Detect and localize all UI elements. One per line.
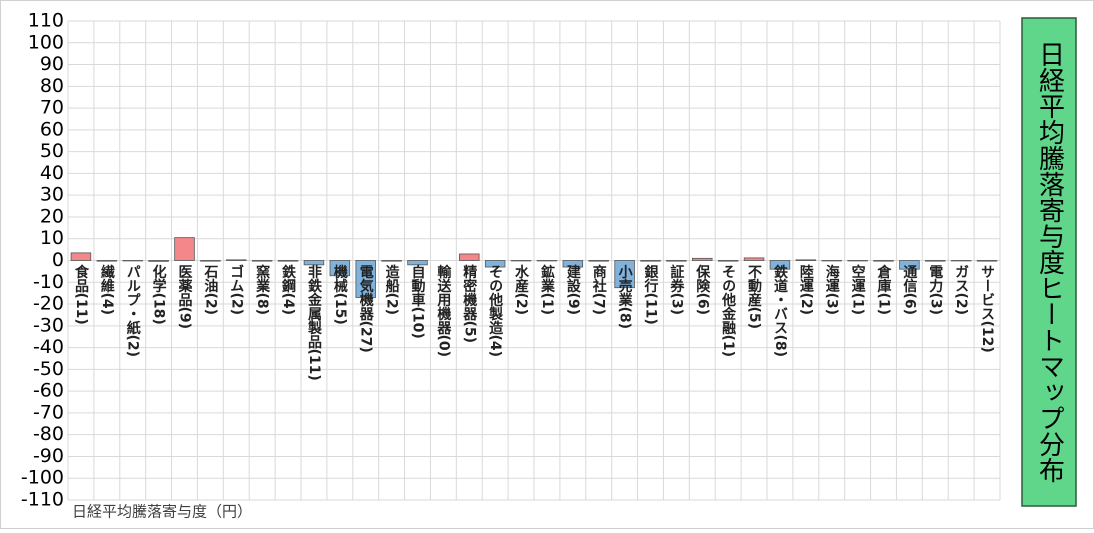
y-tick-label: 80	[40, 75, 64, 97]
y-tick-label: -30	[33, 314, 64, 336]
bar	[874, 261, 894, 262]
bar	[226, 260, 246, 261]
x-tick-label: 空運(1)	[850, 264, 866, 315]
bar	[382, 261, 402, 262]
bar	[641, 261, 661, 262]
y-tick-label: 10	[40, 227, 64, 249]
x-tick-label: 輸送用機器(0)	[435, 264, 452, 357]
y-tick-label: 70	[40, 97, 64, 119]
y-tick-label: 40	[40, 162, 64, 184]
x-tick-label: ガス(2)	[953, 265, 969, 316]
x-tick-label: その他金融(1)	[720, 265, 737, 358]
y-tick-label: -60	[33, 380, 64, 402]
bar	[71, 253, 91, 261]
x-tick-label: サービス(12)	[979, 265, 995, 353]
bar	[201, 261, 221, 262]
y-tick-label: 20	[40, 205, 64, 227]
bar	[796, 260, 816, 261]
x-tick-label: 鉄鋼(4)	[280, 264, 297, 315]
x-tick-label: 不動産(5)	[746, 265, 762, 330]
x-tick-label: パルプ・紙(2)	[125, 265, 141, 358]
x-tick-label: その他製造(4)	[487, 265, 504, 358]
x-tick-label: 化学(18)	[151, 264, 167, 325]
y-tick-label: -70	[33, 401, 64, 423]
x-tick-label: 建設(9)	[565, 264, 581, 315]
x-tick-label: 商社(7)	[591, 264, 608, 315]
y-tick-label: 0	[52, 249, 64, 271]
x-tick-label: 窯業(8)	[254, 264, 271, 315]
x-tick-label: 鉱業(1)	[539, 264, 556, 315]
y-tick-label: -80	[33, 423, 64, 445]
bar	[175, 238, 195, 261]
bar	[589, 261, 609, 262]
chart-title: 日経平均騰落寄与度ヒートマップ分布	[1035, 41, 1065, 483]
x-tick-label: 証券(3)	[668, 264, 684, 315]
bar	[97, 261, 117, 262]
x-tick-label: 医薬品(9)	[177, 265, 193, 330]
x-tick-label: 通信(6)	[901, 265, 917, 316]
x-tick-label: 銀行(11)	[643, 264, 660, 325]
y-tick-label: -100	[21, 467, 64, 489]
x-tick-label: 自動車(10)	[410, 264, 426, 339]
y-tick-label: -50	[33, 358, 64, 380]
y-tick-label: 50	[40, 140, 64, 162]
bar	[149, 261, 169, 262]
y-tick-label: 100	[28, 31, 64, 53]
x-tick-label: 機械(15)	[332, 264, 348, 325]
bar	[278, 261, 298, 262]
x-tick-label: 倉庫(1)	[876, 264, 893, 315]
bar	[718, 261, 738, 262]
bar	[925, 261, 945, 262]
x-tick-label: 小売業(8)	[617, 265, 634, 330]
bar	[252, 261, 272, 262]
x-tick-label: 食品(11)	[73, 264, 89, 325]
bar	[459, 254, 479, 261]
x-tick-label: 保険(6)	[694, 264, 711, 315]
y-tick-label: -90	[33, 445, 64, 467]
x-tick-label: 非鉄金属製品(11)	[306, 264, 323, 381]
bar	[692, 258, 712, 260]
x-tick-label: 海運(3)	[824, 264, 840, 315]
x-tick-label: ゴム(2)	[228, 264, 244, 315]
y-tick-label: 60	[40, 118, 64, 140]
bar	[977, 261, 997, 262]
x-tick-label: 繊維(4)	[99, 264, 115, 315]
x-tick-label: 精密機器(5)	[461, 264, 478, 343]
x-tick-label: 電気機器(27)	[358, 264, 375, 353]
y-tick-label: 90	[40, 53, 64, 75]
x-tick-label: 石油(2)	[202, 265, 219, 316]
bar	[744, 258, 764, 261]
bar	[667, 261, 687, 262]
y-tick-label: -110	[21, 489, 64, 511]
x-tick-label: 鉄道・バス(8)	[772, 264, 788, 357]
y-tick-label: 110	[28, 10, 64, 32]
x-tick-label: 電力(3)	[927, 264, 943, 315]
axis-label: 日経平均騰落寄与度（円）	[72, 503, 252, 521]
y-tick-label: 30	[40, 184, 64, 206]
y-tick-label: -10	[33, 271, 64, 293]
x-tick-label: 水産(2)	[513, 264, 529, 315]
y-tick-label: -40	[33, 336, 64, 358]
x-tick-label: 陸運(2)	[798, 264, 814, 315]
x-tick-label: 造船(2)	[384, 264, 400, 315]
y-tick-label: -20	[33, 293, 64, 315]
